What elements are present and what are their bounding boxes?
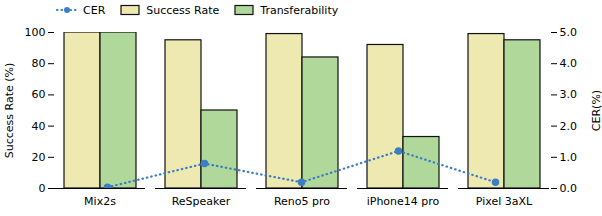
svg-text:60: 60	[32, 88, 46, 101]
svg-text:ReSpeaker: ReSpeaker	[172, 195, 231, 208]
svg-text:20: 20	[32, 151, 46, 164]
html-text:CER: CER	[83, 3, 106, 17]
svg-text:0: 0	[39, 182, 46, 195]
svg-text:Pixel 3aXL: Pixel 3aXL	[476, 195, 533, 208]
svg-text:1.0: 1.0	[560, 151, 578, 164]
svg-text:Mix2s: Mix2s	[84, 195, 116, 208]
svg-text:Reno5 pro: Reno5 pro	[274, 195, 330, 208]
svg-text:0.0: 0.0	[560, 182, 578, 195]
svg-text:40: 40	[32, 120, 46, 133]
svg-text:4.0: 4.0	[560, 57, 578, 70]
svg-text:100: 100	[25, 26, 46, 39]
svg-text:80: 80	[32, 57, 46, 70]
svg-text:iPhone14 pro: iPhone14 pro	[367, 195, 440, 208]
svg-text:3.0: 3.0	[560, 88, 578, 101]
html-text:Success Rate: Success Rate	[146, 3, 220, 17]
svg-text:Success Rate (%): Success Rate (%)	[3, 63, 16, 159]
svg-text:2.0: 2.0	[560, 120, 578, 133]
svg-text:5.0: 5.0	[560, 26, 578, 39]
svg-text:CER(%): CER(%)	[590, 90, 602, 131]
html-text:Transferability: Transferability	[260, 3, 339, 17]
